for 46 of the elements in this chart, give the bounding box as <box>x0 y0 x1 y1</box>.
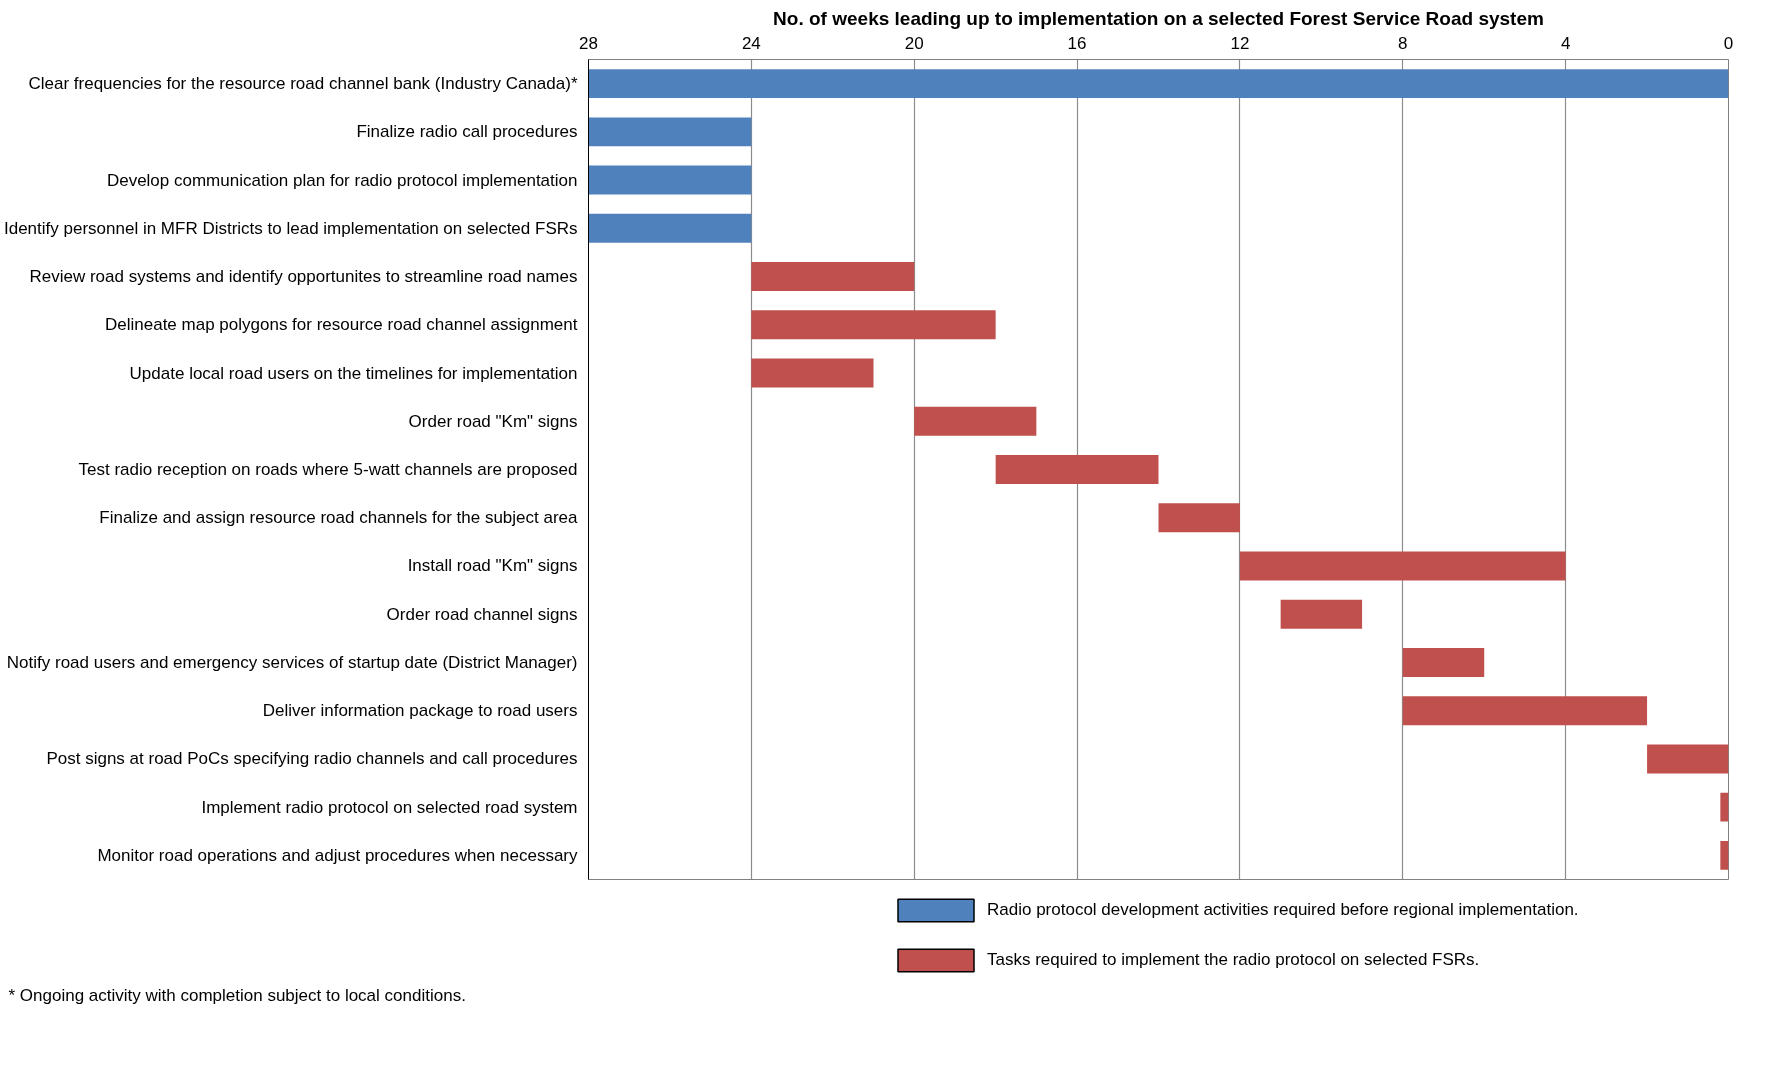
bar <box>751 358 874 388</box>
x-tick-label: 28 <box>579 33 598 53</box>
bar <box>751 262 915 292</box>
y-tick-label: Order road channel signs <box>386 604 578 624</box>
bar <box>1720 840 1729 870</box>
bar <box>1402 696 1648 726</box>
bar <box>588 213 752 243</box>
x-tick-label: 12 <box>1230 33 1250 53</box>
y-tick-label: Review road systems and identify opportunites to streamline road names <box>29 267 578 287</box>
y-tick-label: Install road "Km" signs <box>407 556 578 576</box>
bar <box>1720 792 1729 822</box>
x-tick-label: 16 <box>1067 33 1087 53</box>
bar <box>1158 503 1240 533</box>
bar <box>995 455 1159 484</box>
text: * Ongoing activity with completion subject to local conditions. <box>8 985 466 1005</box>
x-tick-label: 8 <box>1398 33 1408 53</box>
legend-label: Tasks required to implement the radio protocol on selected FSRs. <box>987 950 1480 970</box>
bar <box>1647 744 1729 774</box>
bar <box>1239 551 1566 581</box>
bar <box>588 117 752 147</box>
bar <box>751 310 996 340</box>
y-tick-label: Finalize radio call procedures <box>356 122 578 142</box>
y-tick-label: Deliver information package to road users <box>262 701 578 721</box>
bar <box>914 406 1037 436</box>
y-tick-label: Notify road users and emergency services of startup date (District Manager) <box>6 652 578 672</box>
y-tick-label: Order road "Km" signs <box>408 411 578 431</box>
y-tick-label: Clear frequencies for the resource road channel bank (Industry Canada)* <box>28 74 578 94</box>
bar <box>588 165 752 195</box>
y-tick-label: Post signs at road PoCs specifying radio channels and call procedures <box>46 749 578 769</box>
chart-title: No. of weeks leading up to implementation on a selected Forest Service Road system <box>773 7 1544 29</box>
y-tick-label: Identify personnel in MFR Districts to lead implementation on selected FSRs <box>3 218 578 238</box>
y-tick-label: Monitor road operations and adjust procedures when necessary <box>97 845 578 865</box>
y-tick-label: Implement radio protocol on selected road system <box>201 797 578 817</box>
bar <box>1402 647 1485 677</box>
y-tick-label: Delineate map polygons for resource road channel assignment <box>105 315 578 335</box>
x-tick-label: 20 <box>904 33 924 53</box>
x-tick-label: 4 <box>1560 33 1571 53</box>
x-tick-label: 0 <box>1723 33 1734 53</box>
y-tick-label: Finalize and assign resource road channels for the subject area <box>99 508 579 528</box>
bar <box>588 69 1729 99</box>
y-tick-label: Develop communication plan for radio protocol implementation <box>106 170 578 190</box>
bar <box>1280 599 1363 629</box>
y-tick-label: Test radio reception on roads where 5-watt channels are proposed <box>78 460 578 479</box>
y-tick-label: Update local road users on the timelines for implementation <box>129 363 578 383</box>
x-tick-label: 24 <box>741 33 761 53</box>
legend-label: Radio protocol development activities required before regional implementation. <box>987 900 1579 920</box>
